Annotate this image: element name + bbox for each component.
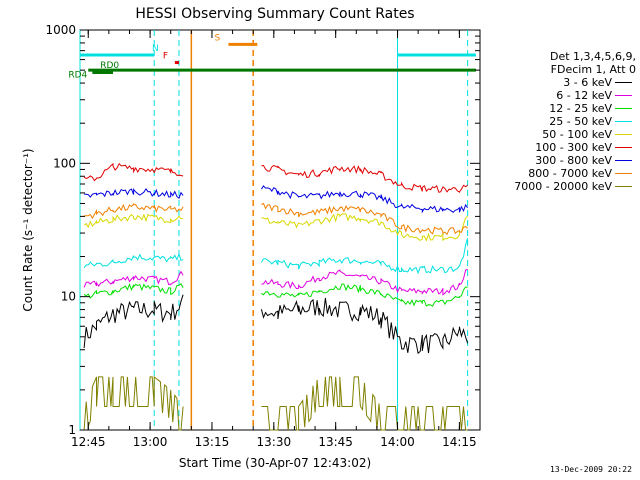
x-axis-label: Start Time (30-Apr-07 12:43:02) (179, 456, 371, 470)
legend-item: 12 - 25 keV (478, 102, 636, 115)
series-line (261, 268, 468, 296)
legend-label: 12 - 25 keV (549, 102, 612, 115)
legend-item: 7000 - 20000 keV (478, 180, 636, 193)
legend-item: 3 - 6 keV (478, 76, 636, 89)
legend-item: 800 - 7000 keV (478, 167, 636, 180)
series-line (83, 270, 184, 288)
chart-title: HESSI Observing Summary Count Rates (135, 6, 414, 22)
x-tick-label: 12:45 (71, 435, 106, 449)
y-tick-label: 100 (53, 156, 76, 170)
legend-swatch (615, 121, 632, 122)
series-line (84, 202, 184, 220)
legend-label: 7000 - 20000 keV (514, 180, 612, 193)
legend-swatch (615, 186, 632, 187)
legend-swatch (615, 160, 632, 161)
legend-item: 100 - 300 keV (478, 141, 636, 154)
series-line (83, 294, 184, 348)
legend-item: 300 - 800 keV (478, 154, 636, 167)
legend-swatch (615, 108, 632, 109)
y-tick-label: 10 (61, 290, 76, 304)
series-line (260, 185, 469, 214)
flag-label-f: F (163, 52, 168, 62)
y-tick-label: 1 (68, 423, 76, 437)
x-tick-label: 13:15 (195, 435, 230, 449)
legend-swatch (615, 82, 632, 83)
legend-swatch (615, 134, 632, 135)
x-tick-label: 13:00 (133, 435, 168, 449)
series-line (260, 237, 469, 275)
legend-header-line-1: Det 1,3,4,5,6,9, (549, 50, 636, 63)
series-line (261, 202, 468, 236)
series-line (260, 297, 469, 355)
legend-label: 50 - 100 keV (542, 128, 612, 141)
legend-swatch (615, 173, 632, 174)
legend-swatch (615, 95, 632, 96)
generation-timestamp: 13-Dec-2009 20:22 (550, 465, 632, 474)
flag-label-rd4: RD4 (68, 71, 87, 81)
series-line (83, 213, 184, 229)
legend-label: 800 - 7000 keV (528, 167, 612, 180)
legend-label: 25 - 50 keV (549, 115, 612, 128)
legend-label: 100 - 300 keV (535, 141, 612, 154)
legend-item: 50 - 100 keV (478, 128, 636, 141)
series-line (84, 188, 184, 200)
y-axis-label: Count Rate (s⁻¹ detector⁻¹) (21, 148, 35, 311)
legend-header-line-2: FDecim 1, Att 0 (550, 63, 636, 76)
legend-label: 3 - 6 keV (563, 76, 612, 89)
legend-item: 6 - 12 keV (478, 89, 636, 102)
legend: Det 1,3,4,5,6,9, FDecim 1, Att 0 3 - 6 k… (478, 50, 636, 193)
y-tick-label: 1000 (45, 23, 76, 37)
series-line (83, 375, 184, 431)
flag-label-rd0: RD0 (100, 61, 119, 71)
plot-area: N S F RD0 RD4 12:45 13:00 13:15 13:30 13:45 14:00 1… (45, 23, 481, 449)
series-line (261, 213, 468, 242)
legend-swatch (615, 147, 632, 148)
x-tick-label: 14:15 (442, 435, 477, 449)
plot-frame (79, 29, 481, 431)
legend-item: 25 - 50 keV (478, 115, 636, 128)
x-tick-label: 13:30 (257, 435, 292, 449)
series-line (83, 162, 184, 182)
series-line (261, 164, 468, 193)
series-line (83, 252, 184, 268)
flag-label-n: N (152, 44, 159, 54)
series-line (83, 283, 184, 299)
x-tick-label: 14:00 (380, 435, 415, 449)
series-line (261, 283, 468, 307)
legend-label: 300 - 800 keV (535, 154, 612, 167)
series-line (261, 376, 468, 431)
flag-label-s: S (214, 33, 220, 43)
x-tick-label: 13:45 (318, 435, 353, 449)
legend-label: 6 - 12 keV (556, 89, 612, 102)
